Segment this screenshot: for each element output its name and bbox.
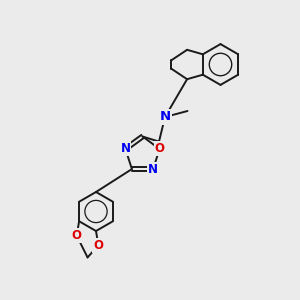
Text: N: N <box>120 142 130 155</box>
Text: O: O <box>72 229 82 242</box>
Text: O: O <box>154 142 165 155</box>
Text: N: N <box>148 163 158 176</box>
Text: O: O <box>93 239 103 252</box>
Text: N: N <box>159 110 171 124</box>
